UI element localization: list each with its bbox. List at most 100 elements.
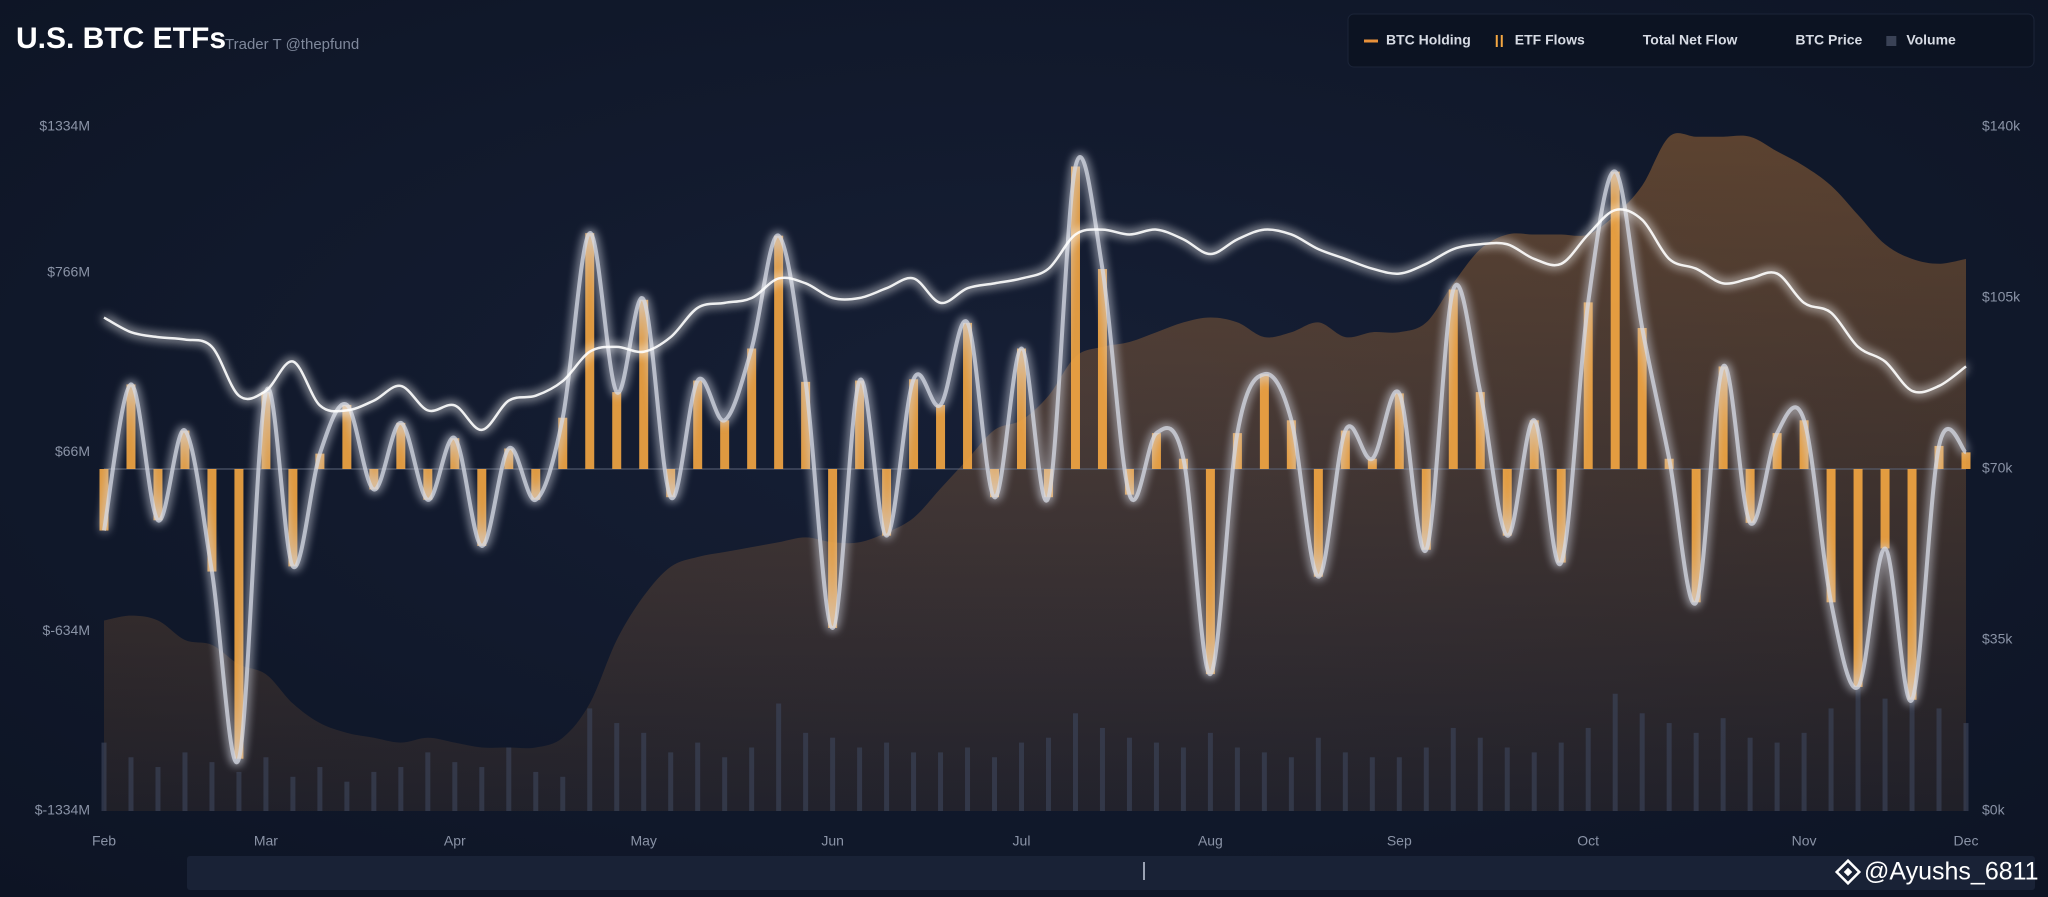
flow-bar (909, 379, 919, 469)
flow-bar (1961, 452, 1971, 469)
y2-tick-label: $140k (1982, 118, 2021, 134)
flow-bar (1097, 269, 1107, 469)
volume-bar (1234, 747, 1240, 811)
flow-bar (1637, 327, 1647, 469)
volume-bar (398, 767, 404, 811)
x-tick-label: May (630, 833, 656, 849)
volume-bar (1666, 723, 1672, 811)
volume-bar (155, 767, 161, 811)
x-tick-label: Oct (1577, 833, 1599, 849)
flow-bar (693, 380, 703, 469)
flow-bar (1043, 469, 1053, 498)
flow-bar (126, 384, 136, 469)
volume-bar (1963, 723, 1969, 811)
flow-bar (882, 469, 892, 536)
flow-bar (1880, 469, 1890, 549)
scrollbar[interactable] (187, 856, 2035, 890)
flow-bar (342, 404, 352, 469)
volume-bar (128, 757, 134, 811)
flow-bar (477, 469, 487, 546)
volume-bar (1261, 752, 1267, 811)
flow-bar (1313, 469, 1323, 577)
flow-bar (450, 438, 460, 469)
flow-bar (801, 381, 811, 469)
flow-bar (396, 422, 406, 469)
volume-bar (1423, 747, 1429, 811)
volume-bar (452, 762, 458, 811)
flow-bar (855, 380, 865, 469)
volume-bar (425, 752, 431, 811)
volume-bar (884, 742, 890, 811)
flow-bar (1529, 420, 1539, 469)
volume-bar (992, 757, 998, 811)
flow-bar (180, 430, 190, 469)
flow-bar (1502, 469, 1512, 536)
volume-bar (1747, 737, 1753, 811)
flow-bar (1017, 348, 1027, 469)
volume-bar (1180, 747, 1186, 811)
flow-bar (261, 392, 271, 469)
flow-bar (1367, 458, 1377, 469)
flow-bar (774, 235, 784, 469)
volume-bar (1774, 742, 1780, 811)
flow-bar (1340, 430, 1350, 469)
volume-bar (1450, 727, 1456, 811)
volume-bar (641, 732, 647, 811)
flow-bar (1394, 393, 1404, 469)
volume-bar (1855, 674, 1861, 811)
volume-bar (1396, 757, 1402, 811)
flow-bar (1907, 469, 1917, 700)
volume-bar (1099, 727, 1105, 811)
flow-bar (1070, 166, 1080, 469)
flow-bar (558, 417, 568, 469)
x-tick-label: Dec (1954, 833, 1979, 849)
flow-bar (1799, 420, 1809, 469)
flow-bar (666, 469, 676, 498)
flow-bar (423, 469, 433, 500)
flow-bar (828, 469, 838, 628)
legend-label: ETF Flows (1515, 32, 1585, 48)
legend-label: BTC Price (1795, 32, 1862, 48)
volume-bar (209, 762, 215, 811)
legend-label: BTC Holding (1386, 32, 1471, 48)
volume-bar (1909, 664, 1915, 811)
y-tick-label: $66M (55, 443, 90, 459)
legend-swatch (1495, 35, 1503, 47)
flow-bar (1286, 420, 1296, 469)
volume-bar (1936, 708, 1942, 811)
volume-bar (722, 757, 728, 811)
volume-bar (1342, 752, 1348, 811)
volume-bar (668, 752, 674, 811)
flow-bar (720, 420, 730, 469)
flow-bar (612, 392, 622, 469)
x-tick-label: Feb (92, 833, 116, 849)
legend-box (1347, 13, 2035, 68)
volume-bar (344, 781, 350, 811)
flow-bar (1421, 469, 1431, 550)
plot-area: $-1334M $-634M $66M $766M $1334M $0k $35k $70k $… (35, 118, 2021, 849)
volume-bar (560, 776, 566, 811)
volume-bar (1828, 708, 1834, 811)
volume-bar (1801, 732, 1807, 811)
y-tick-label: $-1334M (35, 802, 90, 818)
volume-bar (1019, 742, 1025, 811)
y2-tick-label: $70k (1982, 460, 2013, 476)
price-line (103, 208, 1967, 432)
holding-area (104, 133, 1966, 812)
volume-bar (587, 708, 593, 811)
volume-bar (1045, 737, 1051, 811)
volume-bar (965, 747, 971, 811)
flow-bar (1745, 469, 1755, 523)
legend-label: Volume (1906, 32, 1956, 48)
volume-bar (1288, 757, 1294, 811)
y-tick-label: $-634M (43, 622, 90, 638)
y2-tick-label: $35k (1982, 631, 2013, 647)
x-tick-label: Jun (821, 833, 844, 849)
flow-bar (1124, 469, 1134, 495)
flow-bar (288, 469, 298, 567)
y2-tick-label: $0k (1982, 802, 2006, 818)
flow-bar (234, 469, 244, 759)
legend-swatch (1886, 36, 1897, 46)
